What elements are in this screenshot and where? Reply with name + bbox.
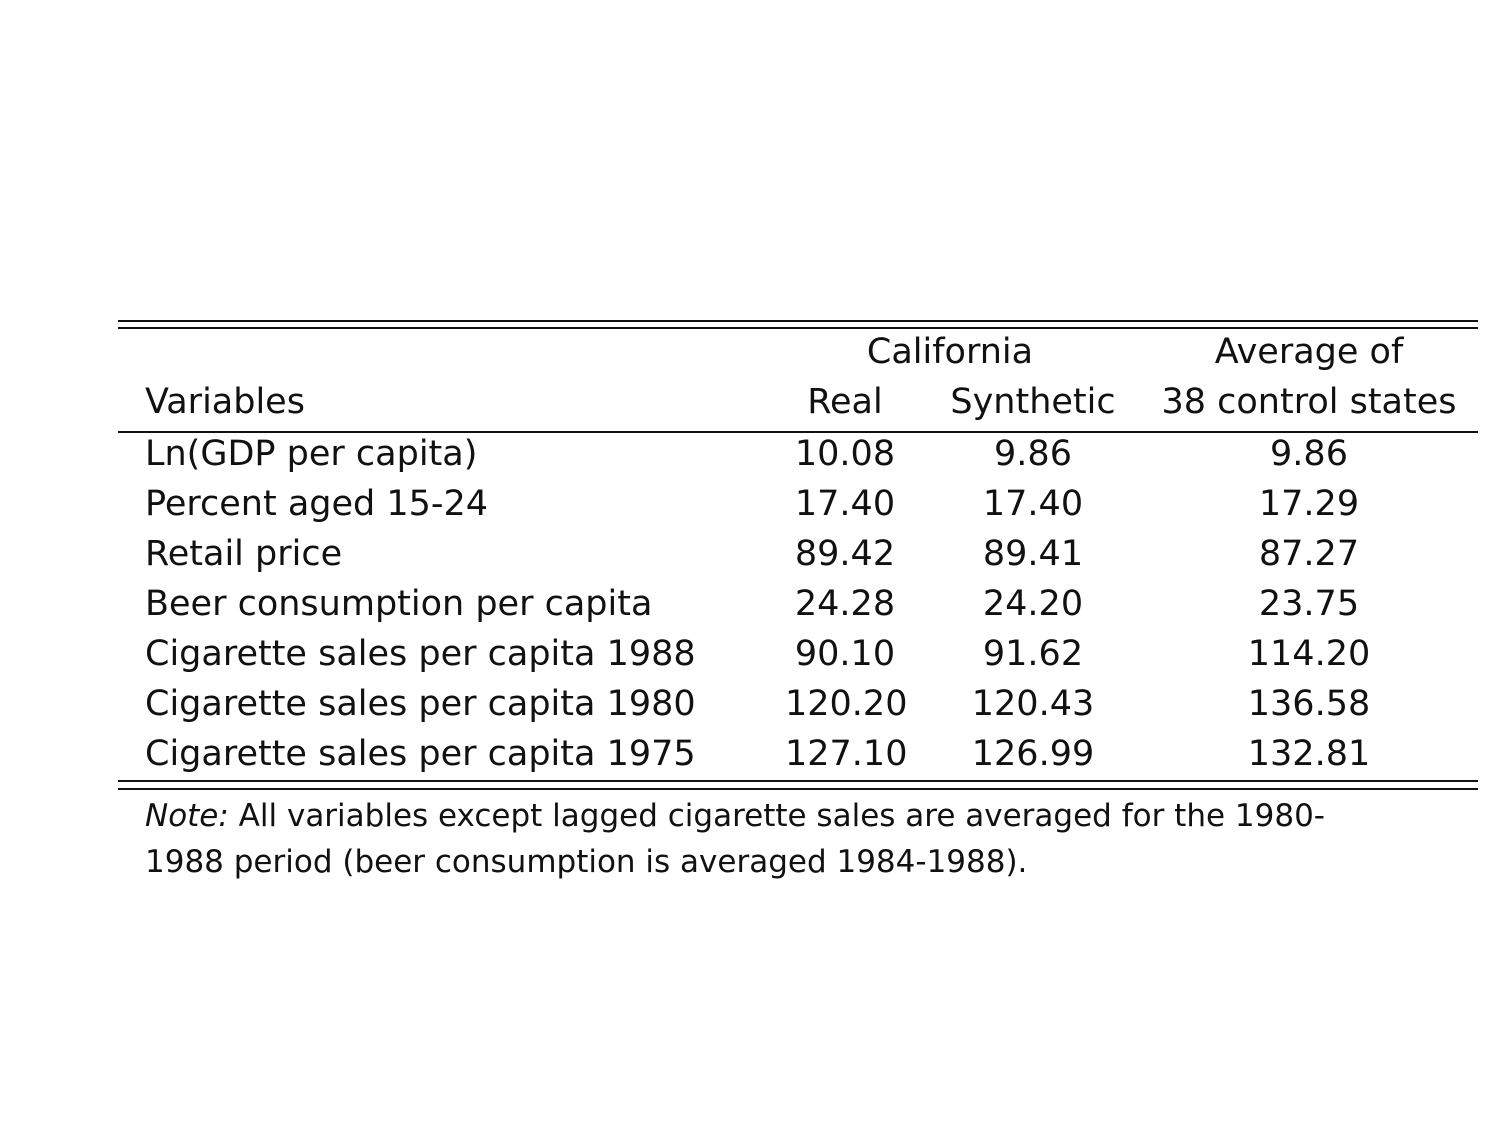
row-label: Beer consumption per capita	[145, 584, 653, 624]
row-average-value: 132.81	[1247, 734, 1371, 774]
row-average-value: 136.58	[1247, 684, 1371, 724]
row-average-value: 114.20	[1247, 634, 1371, 674]
header-rule	[118, 431, 1478, 433]
row-real-value: 89.42	[794, 534, 896, 574]
row-label: Cigarette sales per capita 1980	[145, 684, 696, 724]
bottom-rule-1	[118, 780, 1478, 782]
row-real-value: 17.40	[794, 484, 896, 524]
top-rule-1	[118, 320, 1478, 322]
row-label: Retail price	[145, 534, 343, 574]
row-real-value: 120.20	[785, 684, 908, 724]
row-average-value: 17.29	[1258, 484, 1360, 524]
row-real-value: 90.10	[794, 634, 896, 674]
row-synthetic-value: 17.40	[982, 484, 1084, 524]
row-average-value: 23.75	[1258, 584, 1360, 624]
bottom-rule-2	[118, 788, 1478, 790]
table-note: Note: All variables except lagged cigare…	[145, 793, 1345, 885]
header-38-control-states: 38 control states	[1161, 382, 1457, 422]
header-california: California	[866, 332, 1034, 372]
row-real-value: 24.28	[794, 584, 896, 624]
row-real-value: 10.08	[794, 434, 896, 474]
row-label: Cigarette sales per capita 1975	[145, 734, 696, 774]
row-label: Percent aged 15-24	[145, 484, 489, 524]
row-label: Cigarette sales per capita 1988	[145, 634, 696, 674]
row-synthetic-value: 24.20	[982, 584, 1084, 624]
header-synthetic: Synthetic	[950, 382, 1116, 422]
header-average-of: Average of	[1214, 332, 1404, 372]
row-average-value: 9.86	[1270, 434, 1348, 474]
row-synthetic-value: 91.62	[982, 634, 1084, 674]
row-synthetic-value: 9.86	[994, 434, 1072, 474]
top-rule-2	[118, 327, 1478, 329]
row-synthetic-value: 126.99	[971, 734, 1095, 774]
note-text: All variables except lagged cigarette sa…	[145, 798, 1325, 880]
header-variables: Variables	[145, 382, 305, 422]
row-average-value: 87.27	[1258, 534, 1360, 574]
header-real: Real	[807, 382, 883, 422]
note-prefix: Note:	[145, 798, 229, 834]
row-real-value: 127.10	[785, 734, 908, 774]
row-synthetic-value: 120.43	[971, 684, 1095, 724]
row-label: Ln(GDP per capita)	[145, 434, 478, 474]
row-synthetic-value: 89.41	[982, 534, 1084, 574]
